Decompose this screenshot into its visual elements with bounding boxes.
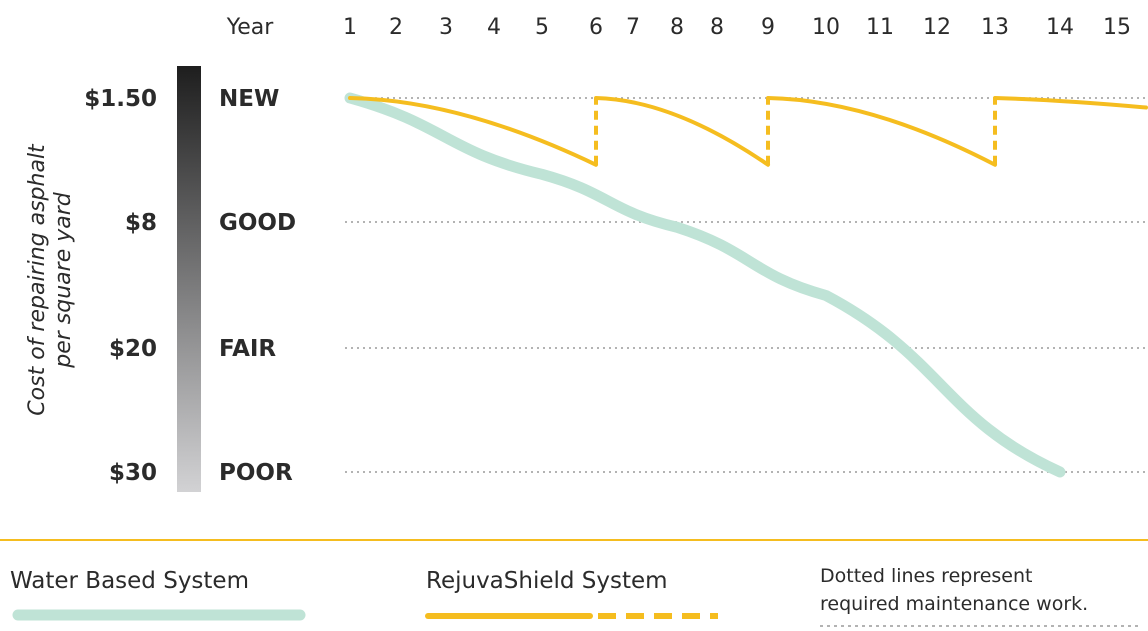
series-layer [344,92,1148,478]
year-tick-label: 13 [981,15,1009,40]
year-tick-label: 5 [535,15,549,40]
price-label: $8 [125,210,157,236]
series-rejuvashield-segment [348,96,598,167]
year-tick-label: 14 [1046,15,1074,40]
year-tick-labels: 1 2 3 4 5 6 7 8 8 9 10 11 12 13 14 15 [343,15,1131,40]
price-labels: $1.50 $8 $20 $30 [84,86,157,486]
year-tick-label: 7 [626,15,640,40]
series-rejuvashield-segment [766,96,997,167]
year-tick-label: 9 [761,15,775,40]
price-label: $20 [109,336,157,362]
year-tick-label: 2 [389,15,403,40]
year-tick-label: 1 [343,15,357,40]
year-tick-label: 3 [439,15,453,40]
condition-label: FAIR [219,336,276,362]
legend-note-line2: required maintenance work. [820,593,1088,615]
series-rejuvashield-segment [993,96,1148,110]
cost-scale-bar [177,66,201,492]
price-label: $30 [109,460,157,486]
condition-label: NEW [219,86,279,112]
gridlines [345,97,1146,473]
legend-label-rejuvashield: RejuvaShield System [426,568,668,594]
year-tick-label: 15 [1103,15,1131,40]
legend-label-water-based: Water Based System [10,568,249,594]
legend: Water Based System RejuvaShield System D… [10,565,1140,627]
year-tick-label: 4 [487,15,501,40]
condition-label: POOR [219,460,293,486]
series-water-based-line [344,92,1066,478]
series-rejuvashield-segment [594,96,770,167]
x-axis-title: Year [226,15,275,40]
year-tick-label: 12 [923,15,951,40]
y-axis-title-line2: per square yard [51,191,76,369]
year-tick-label: 11 [866,15,894,40]
year-tick-label: 10 [812,15,840,40]
legend-note-line1: Dotted lines represent [820,565,1032,587]
condition-label: GOOD [219,210,296,236]
year-tick-label: 8 [710,15,724,40]
price-label: $1.50 [84,86,157,112]
y-axis-title-line1: Cost of repairing asphalt [25,143,50,416]
year-tick-label: 6 [589,15,603,40]
condition-labels: NEW GOOD FAIR POOR [219,86,296,486]
year-tick-label: 8 [670,15,684,40]
